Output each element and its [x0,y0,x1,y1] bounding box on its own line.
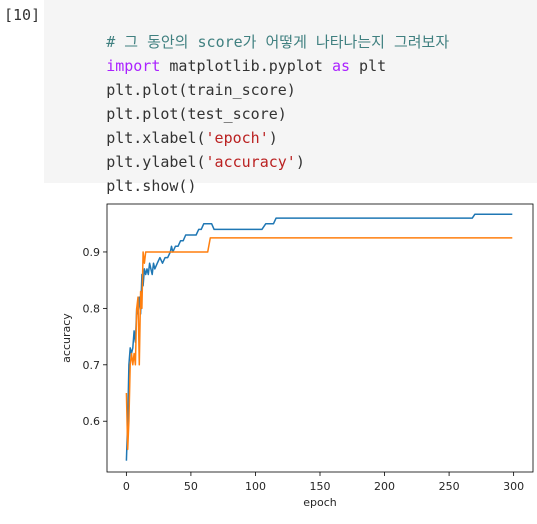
code-string: 'accuracy' [205,153,296,171]
code-comment: # 그 동안의 score가 어떻게 나타나는지 그려보자 [106,33,450,51]
code-text: plt.ylabel( [106,153,206,171]
code-line-6: plt.ylabel('accuracy') [52,126,305,171]
code-text: plt.plot(train_score) [106,81,296,99]
y-tick-label: 0.9 [83,246,101,259]
accuracy-chart: 0 50 100 150 200 250 300 0.6 0.7 0.8 0.9 epoch accur… [60,203,534,509]
x-tick-label: 50 [184,480,198,493]
code-string: 'epoch' [205,129,269,147]
code-line-2: import matplotlib.pyplot as plt [52,30,386,75]
cell-output: 0 50 100 150 200 250 300 0.6 0.7 0.8 0.9 epoch accur… [44,190,537,520]
code-line-3: plt.plot(train_score) [52,54,296,99]
code-text: ) [268,129,278,147]
y-tick-label: 0.6 [83,415,101,428]
keyword-import: import [106,57,161,75]
x-tick-label: 0 [123,480,130,493]
code-text: ) [295,153,305,171]
code-text: plt.plot(test_score) [106,105,287,123]
code-input-area[interactable]: # 그 동안의 score가 어떻게 나타나는지 그려보자 import mat… [44,0,537,195]
y-tick-label: 0.8 [83,302,101,315]
code-line-7: plt.show() [52,150,196,195]
x-tick-label: 150 [310,480,331,493]
x-tick-label: 250 [439,480,460,493]
series-line-train [125,213,513,461]
code-line-1: # 그 동안의 score가 어떻게 나타나는지 그려보자 [52,6,449,51]
x-tick-label: 200 [374,480,395,493]
plot-frame [106,203,534,473]
keyword-as: as [331,57,351,75]
x-tick-label: 100 [245,480,266,493]
code-alias: plt [350,57,387,75]
code-text: plt.xlabel( [106,129,206,147]
code-line-5: plt.xlabel('epoch') [52,102,278,147]
y-axis-label: accuracy [60,313,73,363]
code-module: matplotlib.pyplot [160,57,332,75]
x-tick-label: 300 [503,480,524,493]
series-line-test [125,237,513,451]
code-line-4: plt.plot(test_score) [52,78,287,123]
y-tick-label: 0.7 [83,359,101,372]
code-text: plt.show() [106,177,197,195]
x-axis-label: epoch [303,496,337,509]
cell-prompt: [10] [4,6,41,24]
